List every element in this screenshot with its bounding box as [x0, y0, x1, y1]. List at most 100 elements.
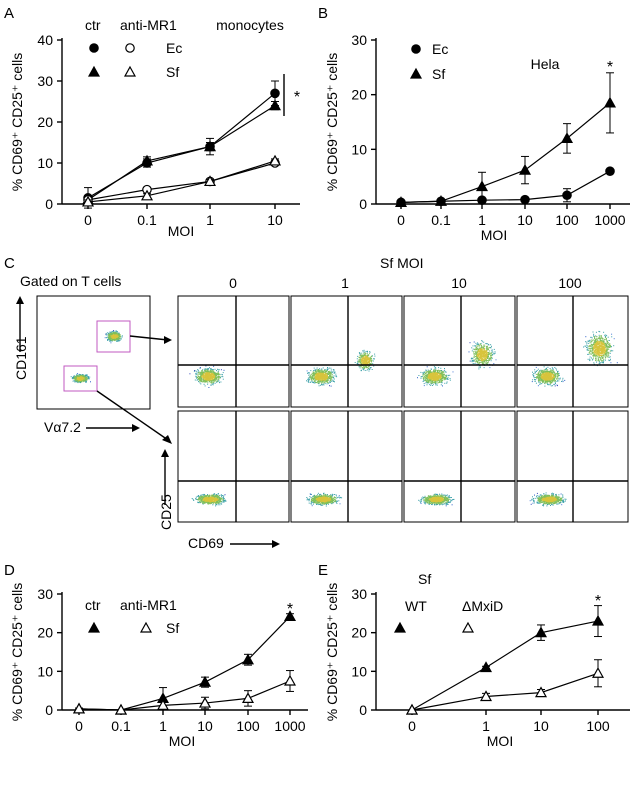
data-point: [518, 163, 532, 175]
x-axis-label: MOI: [481, 227, 507, 243]
data-point: [81, 195, 95, 207]
facs-x-marker: Vα7.2: [44, 419, 81, 435]
y-tick-label: 30: [351, 32, 367, 48]
y-tick-label: 0: [359, 196, 367, 212]
series-1: [394, 72, 617, 207]
series-0: [83, 80, 280, 209]
legend-marker: [393, 621, 407, 633]
series-line: [87, 162, 276, 201]
legend-header: ctr: [85, 597, 101, 613]
data-point: [405, 703, 419, 715]
data-point: [268, 99, 282, 111]
legend-label: Sf: [432, 66, 445, 82]
data-point: [198, 675, 212, 687]
series-line: [78, 680, 291, 711]
y-tick-label: 20: [37, 114, 53, 130]
series-line: [87, 92, 276, 199]
series-line: [400, 170, 611, 203]
y-axis-label: % CD69⁺ CD25⁺ cells: [324, 583, 340, 722]
series-2: [83, 158, 280, 205]
data-point: [114, 703, 128, 715]
significance-star: *: [294, 89, 300, 106]
data-point: [520, 194, 530, 205]
data-point: [283, 610, 297, 622]
x-axis-label: MOI: [487, 733, 513, 749]
gate-arrow-top: [129, 335, 169, 341]
legend-header: ctr: [85, 17, 101, 33]
x-tick-label: 100: [586, 718, 610, 734]
data-point: [283, 674, 297, 686]
facs-sf-title: Sf MOI: [380, 255, 424, 271]
x-tick-label: 0: [84, 212, 92, 228]
legend-label: ΔMxiD: [462, 598, 503, 614]
chart-title: Hela: [531, 56, 560, 72]
gate-arrow-bottom-head: [162, 435, 172, 444]
significance-star: *: [607, 59, 613, 76]
x-tick-label: 0: [408, 718, 416, 734]
y-tick-label: 10: [351, 141, 367, 157]
x-tick-label: 1000: [274, 718, 305, 734]
significance-star: *: [595, 593, 601, 610]
facs-plot-frame: [290, 295, 403, 408]
series-1: [72, 670, 297, 715]
data-point: [534, 626, 548, 638]
x-tick-label: 1: [159, 718, 167, 734]
data-point: [241, 653, 255, 665]
data-point: [603, 96, 617, 108]
chart-a: 0 10 20 30 40 0 0.1 1 10 MOI % CD69⁺ CD25⁺ cells mo…: [9, 17, 300, 239]
facs-moi-label-2: 10: [451, 275, 467, 291]
x-tick-label: 0.1: [137, 212, 157, 228]
series-1: [405, 659, 605, 715]
data-point: [241, 692, 255, 703]
data-point: [591, 667, 605, 678]
y-tick-label: 40: [37, 32, 53, 48]
gate-lower: [63, 365, 98, 392]
legend-label: Sf: [166, 620, 179, 636]
facs-panel: Gated on T cells Sf MOI 0 1 10 100 CD161…: [13, 255, 629, 551]
series-line: [87, 160, 276, 203]
x-tick-label: 1000: [594, 212, 625, 228]
chart-e: 0 10 20 30 0 1 10 100 MOI % CD69⁺ CD25⁺ cells Sf WT…: [324, 571, 630, 749]
facs-x-axis: CD69: [188, 535, 224, 551]
x-tick-label: 0.1: [431, 212, 451, 228]
facs-plot-frame: [290, 410, 403, 523]
panel-label-b: B: [318, 5, 328, 22]
facs-moi-label-0: 0: [229, 275, 237, 291]
x-tick-label: 100: [236, 718, 260, 734]
data-point: [140, 189, 154, 201]
data-point: [270, 88, 280, 99]
y-tick-label: 20: [37, 625, 53, 641]
panel-label-e: E: [318, 562, 328, 579]
legend-marker: [125, 43, 135, 53]
data-point: [140, 154, 154, 166]
legend-label: WT: [405, 598, 427, 614]
panel-label-c: C: [4, 255, 15, 272]
data-point: [479, 690, 493, 702]
y-tick-label: 30: [351, 586, 367, 602]
series-0: [396, 166, 615, 208]
data-point: [394, 196, 408, 207]
series-3: [81, 154, 282, 207]
data-point: [591, 614, 605, 626]
legend-marker: [87, 65, 101, 77]
legend-marker: [461, 621, 475, 633]
x-tick-label: 100: [555, 212, 579, 228]
data-point: [534, 686, 548, 698]
chart-d: 0 10 20 30 0 0.1 1 10 100 1000 MOI % CD69⁺ CD25⁺ ce…: [9, 583, 308, 749]
y-tick-label: 10: [37, 663, 53, 679]
legend-label: Sf: [166, 64, 179, 80]
x-tick-label: 0.1: [111, 718, 131, 734]
cd69-arrow-head: [272, 540, 280, 548]
legend-label: Ec: [166, 40, 182, 56]
x-tick-label: 0: [75, 718, 83, 734]
legend-marker: [411, 44, 421, 54]
legend-marker: [89, 43, 99, 53]
data-point: [156, 699, 170, 710]
facs-moi-label-3: 100: [558, 275, 582, 291]
y-tick-label: 0: [45, 702, 53, 718]
y-axis-label: % CD69⁺ CD25⁺ cells: [9, 583, 25, 722]
legend-header: anti-MR1: [120, 17, 177, 33]
series-0: [405, 605, 605, 715]
data-point: [203, 175, 217, 187]
